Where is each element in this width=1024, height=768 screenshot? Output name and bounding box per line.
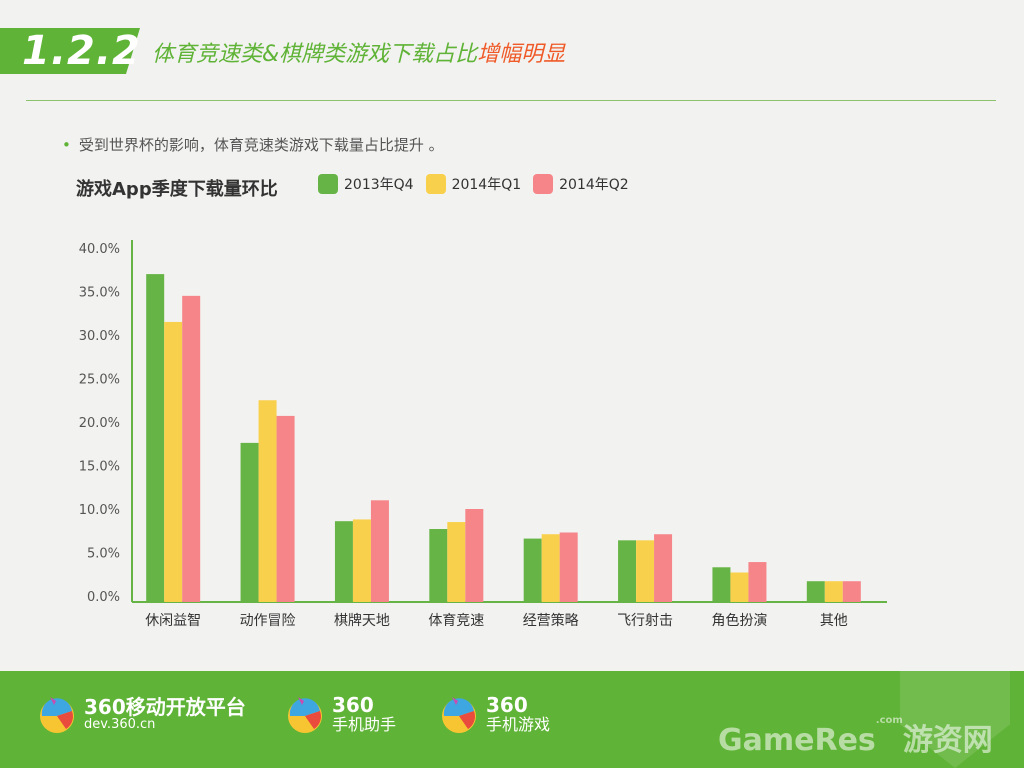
y-tick-label: 35.0% <box>79 286 120 301</box>
legend-item-2014q1: 2014年Q1 <box>425 174 522 194</box>
bullet-text: 受到世界杯的影响，体育竞速类游戏下载量占比提升 。 <box>78 136 444 154</box>
brand-url: dev.360.cn <box>84 716 156 732</box>
y-tick-label: 20.0% <box>79 416 120 431</box>
brand-360-dev-platform: 360移动开放平台 dev.360.cn <box>36 693 246 735</box>
x-tick-label: 体育竞速 <box>428 612 484 629</box>
bar-2-1 <box>164 321 183 602</box>
bar-1-6 <box>618 540 637 602</box>
brand-subtitle: 手机助手 <box>332 715 397 735</box>
bar-2-2 <box>258 400 277 602</box>
legend-label: 2014年Q2 <box>559 177 629 193</box>
bar-chart: 0.0% 5.0% 10.0% 15.0% 20.0% 25.0% 30.0% 35.0% 40… <box>79 240 887 629</box>
y-tick-label: 15.0% <box>79 460 120 475</box>
360-logo-icon <box>442 697 476 733</box>
bar-1-1 <box>146 274 165 602</box>
bar-2-7 <box>730 572 749 602</box>
bar-1-7 <box>712 567 731 602</box>
y-tick-label: 25.0% <box>79 373 120 388</box>
page-title-highlight: 增幅明显 <box>477 42 566 67</box>
legend-swatch-yellow <box>425 174 446 194</box>
gameres-watermark: GameRes.com游资网 <box>718 715 993 759</box>
brand-name: 360移动开放平台 <box>84 694 246 719</box>
footer-band: 360移动开放平台 dev.360.cn 360 手机助手 360 手机游戏 G… <box>0 671 1024 768</box>
page-title: 体育竞速类&棋牌类游戏下载占比增幅明显 <box>152 36 565 68</box>
watermark-text: GameRes <box>718 723 876 758</box>
watermark-domain: .com <box>875 715 903 726</box>
bar-1-4 <box>429 529 448 602</box>
y-tick-label: 40.0% <box>79 242 120 257</box>
brand-name: 360 <box>332 693 374 718</box>
page-title-main: 体育竞速类&棋牌类游戏下载占比 <box>152 42 478 67</box>
bar-3-3 <box>370 500 389 602</box>
bar-2-5 <box>541 534 560 602</box>
bar-1-2 <box>240 442 259 602</box>
bar-2-6 <box>636 540 655 602</box>
bar-3-8 <box>842 581 861 602</box>
bar-3-2 <box>276 415 295 602</box>
x-tick-label: 经营策略 <box>523 612 579 629</box>
legend-swatch-green <box>318 174 338 194</box>
bar-2-3 <box>352 519 371 602</box>
bar-2-8 <box>824 581 843 602</box>
x-tick-label: 其他 <box>820 613 848 629</box>
x-tick-label: 棋牌天地 <box>334 612 390 629</box>
bar-3-1 <box>182 295 201 602</box>
360-logo-icon <box>40 697 74 733</box>
y-tick-label: 0.0% <box>87 590 120 605</box>
brand-360-mobile-assistant: 360 手机助手 <box>284 693 396 735</box>
chart-legend: 2013年Q4 2014年Q1 2014年Q2 <box>318 174 641 194</box>
bullet-dot-icon: • <box>62 136 71 154</box>
x-tick-label: 飞行射击 <box>617 613 673 629</box>
legend-label: 2014年Q1 <box>451 177 522 193</box>
brand-name: 360 <box>486 693 528 718</box>
legend-swatch-pink <box>533 174 554 194</box>
section-number: 1.2.2 <box>22 28 141 74</box>
legend-label: 2013年Q4 <box>344 177 414 193</box>
bar-3-6 <box>654 534 673 602</box>
bar-2-4 <box>447 522 466 602</box>
bar-1-5 <box>523 538 542 602</box>
brand-360-mobile-games: 360 手机游戏 <box>438 693 550 735</box>
x-tick-label: 休闲益智 <box>145 613 201 629</box>
chart-title: 游戏App季度下载量环比 <box>76 179 278 200</box>
watermark-cn: 游资网 <box>902 723 993 758</box>
bar-3-4 <box>465 509 484 602</box>
section-badge <box>0 28 140 74</box>
x-tick-label: 动作冒险 <box>240 613 296 629</box>
y-tick-label: 5.0% <box>87 547 120 562</box>
legend-item-2014q2: 2014年Q2 <box>533 174 629 194</box>
bar-3-5 <box>559 532 578 602</box>
bar-3-7 <box>748 562 767 602</box>
legend-item-2013q4: 2013年Q4 <box>318 174 414 194</box>
y-tick-label: 10.0% <box>79 503 120 518</box>
360-logo-icon <box>288 697 322 733</box>
bar-1-3 <box>334 521 353 602</box>
bullet-point: • 受到世界杯的影响，体育竞速类游戏下载量占比提升 。 <box>62 134 444 155</box>
brand-subtitle: 手机游戏 <box>486 715 551 735</box>
x-tick-label: 角色扮演 <box>711 612 767 629</box>
bar-1-8 <box>806 581 825 602</box>
y-tick-label: 30.0% <box>79 329 120 344</box>
title-divider <box>26 100 996 101</box>
